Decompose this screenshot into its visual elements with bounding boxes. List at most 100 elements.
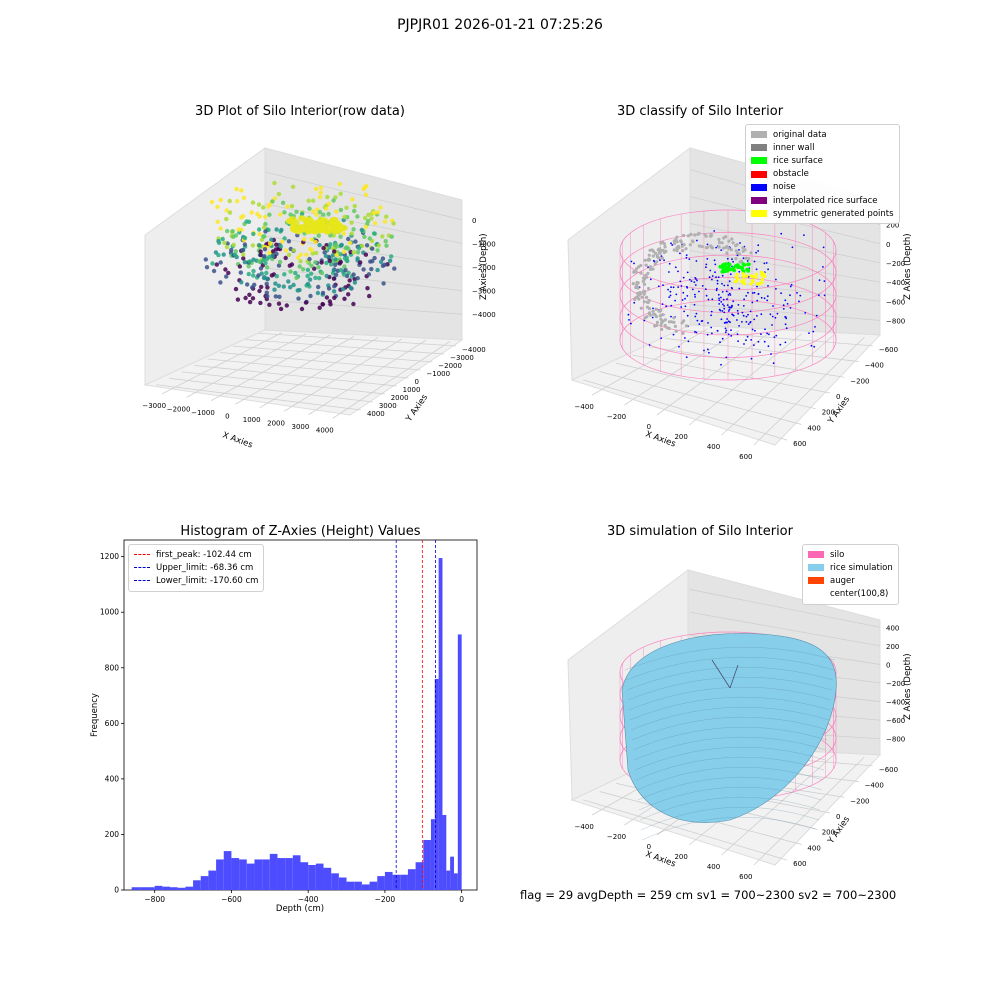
panel1-point — [370, 246, 375, 251]
panel2-noise-point — [823, 294, 826, 297]
panel2-noise-point — [647, 266, 649, 268]
legend-label: interpolated rice surface — [773, 195, 878, 206]
panel2-noise-point — [727, 284, 729, 287]
panel1-point — [320, 290, 326, 296]
panel1-point — [339, 243, 344, 248]
panel2-original-point — [718, 241, 722, 245]
panel2-noise-point — [759, 351, 761, 353]
panel2-noise-point — [628, 319, 630, 321]
panel1-point — [338, 259, 343, 265]
panel1-point — [281, 284, 286, 289]
histogram-xtick-label: −400 — [298, 895, 319, 904]
panel2-noise-point — [736, 333, 739, 335]
panel2-noise-point — [713, 259, 716, 262]
panel2-rice-surface-point — [742, 263, 747, 267]
figure-title: PJPJR01 2026-01-21 07:25:26 — [397, 17, 603, 33]
rice-surface-meshline — [641, 816, 819, 841]
panel2-original-point — [710, 246, 715, 250]
panel2-original-point — [697, 244, 702, 248]
panel1-point — [356, 246, 362, 251]
panel2-noise-point — [742, 314, 745, 317]
legend-swatch — [751, 170, 767, 178]
panel1-point — [369, 266, 374, 272]
panel2-noise-point — [757, 340, 760, 343]
panel2-noise-point — [775, 278, 777, 281]
panel2-original-point — [660, 256, 665, 260]
panel2-noise-point — [776, 312, 779, 315]
panel1-point — [272, 196, 278, 201]
panel1-point — [267, 202, 272, 207]
panel4-ztick-label: −800 — [886, 736, 905, 744]
panel2-original-point — [722, 236, 726, 240]
panel1-point — [267, 241, 273, 246]
panel2-noise-point — [657, 285, 660, 288]
legend-swatch — [808, 577, 824, 585]
panel1-point — [295, 288, 300, 293]
panel1-point — [326, 201, 332, 206]
panel1-point — [368, 259, 373, 264]
legend-label: original data — [773, 129, 827, 140]
panel1-point — [389, 254, 394, 259]
histogram-xtick-label: −600 — [221, 895, 242, 904]
histogram-bar — [269, 853, 278, 890]
panel2-original-point — [691, 240, 695, 244]
panel2-ztick-label: −200 — [886, 260, 905, 268]
panel1-point — [291, 248, 296, 253]
panel2-noise-point — [694, 293, 696, 296]
panel2-original-point — [653, 251, 658, 255]
panel1-point — [353, 239, 358, 244]
panel2-noise-point — [659, 259, 661, 261]
panel2-original-point — [682, 319, 686, 323]
panel2-noise-point — [694, 315, 697, 318]
panel4-legend-item: rice simulation — [808, 561, 893, 574]
panel1-point — [288, 269, 293, 274]
panel1-point — [342, 296, 347, 301]
panel2-noise-point — [714, 271, 716, 274]
legend-swatch — [808, 564, 824, 572]
panel1-point — [235, 297, 241, 302]
panel2-ztick-label: 200 — [886, 222, 899, 230]
panel2-noise-point — [651, 316, 654, 319]
panel1-point — [346, 292, 351, 297]
panel1-point — [309, 224, 318, 231]
panel2-noise-point — [683, 310, 685, 313]
panel2-original-point — [651, 267, 655, 271]
panel1-point — [307, 206, 312, 211]
panel2-noise-point — [726, 318, 728, 320]
panel1-point — [255, 211, 260, 217]
histogram-xtick-label: −800 — [144, 895, 165, 904]
histogram-bar — [131, 887, 140, 890]
panel1-gridlines — [156, 171, 463, 419]
panel2-noise-point — [713, 230, 716, 232]
panel2-noise-point — [763, 262, 766, 265]
panel2-noise-point — [696, 239, 698, 242]
panel1-point — [272, 180, 277, 186]
rice-surface-meshline — [628, 687, 832, 711]
panel1-point — [316, 227, 325, 234]
panel2-noise-point — [822, 266, 824, 268]
panel2-noise-point — [679, 280, 682, 283]
panel2-original-point — [661, 240, 665, 244]
panel1-point — [317, 305, 322, 310]
panel1-point — [315, 290, 321, 296]
panel1-point — [349, 231, 354, 236]
panel2-noise-point — [723, 322, 726, 324]
panel1-point — [384, 214, 389, 219]
panel2-noise-point — [661, 303, 664, 305]
panel1-point — [218, 197, 223, 203]
panel1-point — [341, 231, 346, 236]
histogram-ytick-label: 200 — [105, 830, 120, 839]
panel2-original-point — [660, 313, 665, 317]
panel2-original-point — [651, 254, 655, 258]
panel2-ytick-label: 0 — [836, 393, 840, 401]
histogram-ytick-label: 600 — [105, 719, 120, 728]
panel2-original-point — [639, 263, 643, 268]
panel2-noise-point — [678, 345, 680, 348]
panel1-point — [259, 284, 264, 290]
panel2-original-point — [648, 265, 653, 269]
panel2-noise-point — [668, 296, 671, 298]
panel2-legend: original data inner wall rice surface obsta… — [745, 124, 900, 225]
panel2-noise-point — [685, 356, 688, 359]
panel1-point — [303, 300, 309, 305]
panel1-point — [258, 252, 264, 258]
